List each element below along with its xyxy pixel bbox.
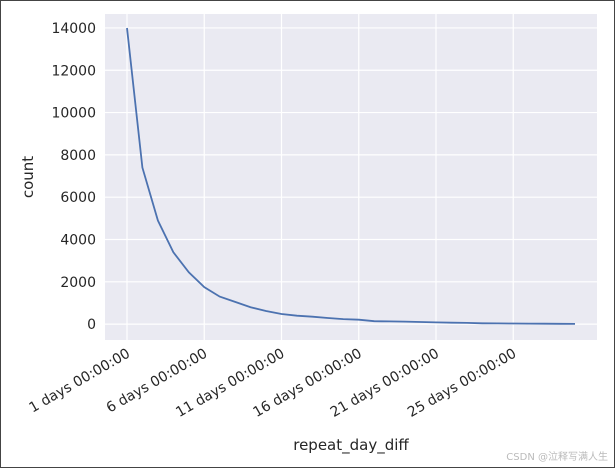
plot-area [105,14,597,340]
y-tick-label: 6000 [60,190,96,206]
y-tick-label: 8000 [60,148,96,164]
y-axis-label: count [19,156,37,198]
y-tick-label: 2000 [60,275,96,291]
y-tick-label: 14000 [51,21,96,37]
y-tick-label: 12000 [51,63,96,79]
x-axis-label: repeat_day_diff [293,436,409,455]
watermark: CSDN @泣释写满人生 [506,450,608,463]
y-tick-label: 10000 [51,106,96,122]
y-tick-label: 4000 [60,233,96,249]
data-line [126,27,576,325]
marks [126,27,576,325]
y-tick-label: 0 [87,317,96,333]
